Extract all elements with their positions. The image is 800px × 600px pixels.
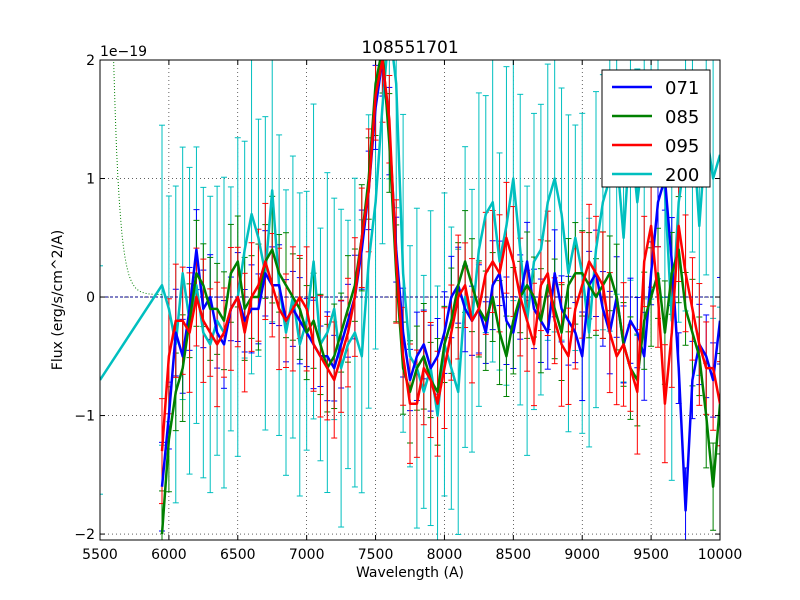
plot-frame [99, 59, 721, 541]
y-tick-label: 0 [86, 290, 95, 306]
x-tick-label: 9500 [633, 547, 669, 563]
legend-label-085: 085 [665, 107, 699, 128]
data-series [100, 60, 720, 535]
legend-label-200: 200 [665, 165, 699, 186]
y-offset-label: 1e−19 [100, 44, 147, 60]
x-tick-label: 8500 [496, 547, 532, 563]
x-tick-label: 7000 [289, 547, 325, 563]
series-line-200 [100, 60, 720, 417]
legend-label-095: 095 [665, 136, 699, 157]
legend-label-071: 071 [665, 78, 699, 99]
axis-ticks: 5500 6000 6500 7000 7500 8000 8500 9000 9500 1000… [74, 53, 742, 563]
x-tick-label: 9000 [564, 547, 600, 563]
y-tick-label: 2 [86, 53, 95, 69]
y-axis-label: Flux (erg/s/cm^2/A) [50, 230, 66, 370]
x-tick-label: 6000 [151, 547, 187, 563]
legend-box [601, 69, 711, 188]
x-tick-label: 10000 [698, 547, 743, 563]
chart-title: 108551701 [361, 38, 458, 58]
x-tick-label: 6500 [220, 547, 256, 563]
y-tick-label: −1 [74, 409, 95, 425]
series-line-095 [160, 60, 720, 452]
x-axis-label: Wavelength (A) [356, 565, 464, 581]
y-tick-label: 1 [86, 172, 95, 188]
series-line-071 [160, 60, 720, 512]
y-tick-label: −2 [74, 527, 95, 543]
x-tick-label: 8000 [427, 547, 463, 563]
x-tick-label: 5500 [82, 547, 118, 563]
x-tick-label: 7500 [358, 547, 394, 563]
legend: 071 085 095 200 [601, 69, 711, 188]
